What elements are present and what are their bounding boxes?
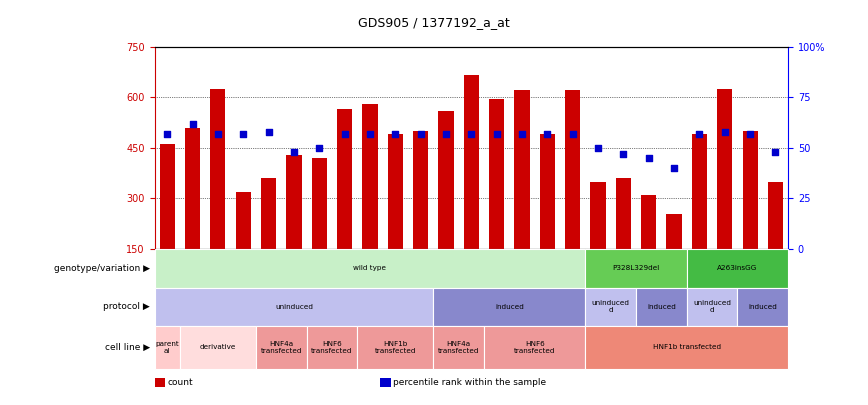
Bar xyxy=(742,131,758,249)
Text: count: count xyxy=(168,378,194,387)
Point xyxy=(338,130,352,137)
Point xyxy=(616,151,630,157)
Text: cell line ▶: cell line ▶ xyxy=(105,343,150,352)
Bar xyxy=(438,111,454,249)
Text: HNF1b transfected: HNF1b transfected xyxy=(653,344,720,350)
Bar xyxy=(540,134,555,249)
Bar xyxy=(667,214,681,249)
Point xyxy=(236,130,250,137)
Text: parent
al: parent al xyxy=(155,341,179,354)
Bar xyxy=(489,99,504,249)
Text: HNF1b
transfected: HNF1b transfected xyxy=(374,341,416,354)
Bar xyxy=(464,75,479,249)
Point xyxy=(743,130,757,137)
Point xyxy=(287,149,301,155)
Text: wild type: wild type xyxy=(353,265,386,271)
Text: uninduced
d: uninduced d xyxy=(694,300,731,313)
Point xyxy=(515,130,529,137)
Text: uninduced: uninduced xyxy=(275,304,312,310)
Text: genotype/variation ▶: genotype/variation ▶ xyxy=(54,264,150,273)
Point xyxy=(641,155,655,161)
Text: HNF4a
transfected: HNF4a transfected xyxy=(260,341,302,354)
Text: percentile rank within the sample: percentile rank within the sample xyxy=(393,378,546,387)
Point xyxy=(464,130,478,137)
Point xyxy=(566,130,580,137)
Point xyxy=(312,145,326,151)
Point xyxy=(490,130,503,137)
Bar xyxy=(337,109,352,249)
Bar xyxy=(565,90,581,249)
Text: HNF6
transfected: HNF6 transfected xyxy=(514,341,556,354)
Point xyxy=(261,128,275,135)
Bar xyxy=(261,178,276,249)
Bar xyxy=(210,89,226,249)
Bar xyxy=(160,145,174,249)
Bar xyxy=(388,134,403,249)
Point xyxy=(667,165,681,171)
Point xyxy=(186,120,200,127)
Point xyxy=(388,130,402,137)
Point xyxy=(439,130,453,137)
Point xyxy=(541,130,555,137)
Text: HNF4a
transfected: HNF4a transfected xyxy=(437,341,479,354)
Bar xyxy=(615,178,631,249)
Point xyxy=(211,130,225,137)
Bar xyxy=(312,158,327,249)
Bar xyxy=(692,134,707,249)
Text: HNF6
transfected: HNF6 transfected xyxy=(311,341,352,354)
Text: A263insGG: A263insGG xyxy=(717,265,758,271)
Point xyxy=(414,130,428,137)
Point xyxy=(718,128,732,135)
Text: GDS905 / 1377192_a_at: GDS905 / 1377192_a_at xyxy=(358,16,510,29)
Bar xyxy=(185,128,201,249)
Text: induced: induced xyxy=(495,304,523,310)
Text: protocol ▶: protocol ▶ xyxy=(103,302,150,311)
Bar xyxy=(515,90,529,249)
Bar xyxy=(717,89,733,249)
Bar xyxy=(362,104,378,249)
Bar xyxy=(413,131,428,249)
Point xyxy=(161,130,174,137)
Point xyxy=(768,149,782,155)
Bar xyxy=(768,181,783,249)
Text: P328L329del: P328L329del xyxy=(613,265,660,271)
Bar xyxy=(641,195,656,249)
Text: induced: induced xyxy=(748,304,777,310)
Bar xyxy=(286,155,301,249)
Text: induced: induced xyxy=(647,304,676,310)
Bar xyxy=(235,192,251,249)
Text: uninduced
d: uninduced d xyxy=(592,300,629,313)
Bar xyxy=(590,181,606,249)
Point xyxy=(363,130,377,137)
Text: derivative: derivative xyxy=(200,344,236,350)
Point xyxy=(591,145,605,151)
Point xyxy=(693,130,707,137)
